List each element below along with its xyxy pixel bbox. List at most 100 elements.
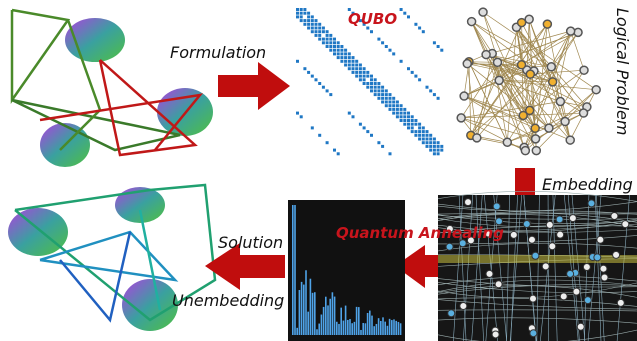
matrix-cell bbox=[436, 45, 440, 48]
qubit bbox=[522, 220, 531, 229]
qubit bbox=[484, 229, 493, 238]
matrix-cell bbox=[318, 33, 322, 37]
node bbox=[456, 113, 466, 123]
histogram-bar bbox=[360, 329, 362, 335]
node bbox=[547, 77, 558, 87]
histogram-bar bbox=[353, 321, 356, 335]
edge bbox=[497, 32, 579, 63]
matrix-cell bbox=[407, 15, 410, 19]
matrix-cell bbox=[355, 74, 359, 78]
histogram-bar bbox=[349, 319, 351, 335]
matrix-cell bbox=[392, 52, 396, 56]
matrix-cell bbox=[399, 111, 403, 115]
matrix-cell bbox=[373, 89, 377, 93]
edge bbox=[467, 63, 552, 68]
matrix-cell bbox=[388, 152, 392, 156]
matrix-cell bbox=[436, 144, 440, 148]
matrix-cell bbox=[377, 96, 381, 100]
edge bbox=[463, 95, 536, 129]
matrix-cell bbox=[310, 15, 314, 19]
matrix-cell bbox=[355, 59, 359, 63]
histogram-bar bbox=[298, 289, 301, 335]
matrix-cell bbox=[358, 78, 362, 82]
matrix-cell bbox=[336, 48, 340, 52]
histogram-bar bbox=[344, 305, 347, 335]
coupler bbox=[437, 214, 637, 228]
matrix-cell bbox=[403, 119, 407, 122]
matrix-cell bbox=[366, 82, 370, 85]
node bbox=[524, 14, 534, 25]
matrix-cell bbox=[395, 104, 399, 108]
node bbox=[531, 145, 542, 156]
matrix-cell bbox=[358, 74, 362, 78]
histogram-bar bbox=[399, 323, 402, 335]
matrix-cell bbox=[296, 15, 299, 19]
matrix-cell bbox=[370, 30, 373, 34]
matrix-cell bbox=[384, 104, 388, 108]
matrix-cell bbox=[407, 119, 410, 122]
histogram-bar bbox=[393, 319, 395, 335]
matrix-cell bbox=[351, 11, 355, 15]
matrix-cell bbox=[333, 148, 336, 152]
matrix-cell bbox=[340, 59, 344, 63]
matrix-cell bbox=[296, 8, 299, 11]
edge bbox=[521, 22, 553, 82]
edge bbox=[468, 61, 498, 63]
matrix-cell bbox=[436, 152, 440, 156]
matrix-cell bbox=[303, 67, 307, 71]
edge bbox=[548, 70, 585, 129]
label: Embedding bbox=[542, 175, 633, 194]
matrix-cell bbox=[410, 119, 414, 122]
matrix-cell bbox=[377, 93, 381, 97]
matrix-cell bbox=[407, 122, 410, 126]
node bbox=[466, 16, 477, 27]
edge bbox=[526, 69, 550, 129]
matrix-cell bbox=[333, 48, 336, 52]
matrix-cell bbox=[429, 144, 433, 148]
edge bbox=[461, 117, 526, 151]
matrix-cell bbox=[388, 100, 392, 104]
matrix-cell bbox=[421, 141, 425, 145]
matrix-cell bbox=[307, 22, 311, 26]
matrix-cell bbox=[392, 104, 396, 108]
matrix-cell bbox=[421, 130, 425, 134]
matrix-cell bbox=[414, 133, 418, 137]
matrix-cell bbox=[325, 30, 329, 34]
edge bbox=[467, 63, 550, 129]
matrix-cell bbox=[310, 26, 314, 30]
matrix-cell bbox=[366, 70, 370, 74]
label: Logical Problem bbox=[613, 8, 632, 135]
matrix-cell bbox=[395, 100, 399, 104]
matrix-cell bbox=[344, 59, 348, 63]
node bbox=[591, 84, 601, 95]
matrix-cell bbox=[381, 41, 385, 45]
matrix-cell bbox=[418, 137, 422, 141]
qubit bbox=[548, 242, 557, 251]
histogram-bar bbox=[386, 325, 389, 335]
node bbox=[459, 91, 469, 101]
arrow-left bbox=[205, 243, 285, 290]
matrix-cell bbox=[418, 78, 422, 82]
matrix-cell bbox=[358, 63, 362, 67]
node bbox=[478, 7, 488, 17]
coupler bbox=[458, 194, 467, 341]
matrix-cell bbox=[373, 85, 377, 89]
matrix-cell bbox=[440, 48, 444, 52]
matrix-cell bbox=[366, 74, 370, 78]
matrix-cell bbox=[347, 8, 351, 11]
matrix-cell bbox=[388, 96, 392, 100]
matrix-cell bbox=[333, 41, 336, 45]
histogram-bar bbox=[338, 323, 340, 335]
matrix-cell bbox=[336, 152, 340, 156]
matrix-cell bbox=[347, 52, 351, 56]
histogram-bar bbox=[325, 296, 327, 335]
qubit bbox=[556, 230, 565, 239]
matrix-cell bbox=[362, 126, 366, 130]
qubit bbox=[566, 269, 575, 278]
label: QUBO bbox=[348, 10, 397, 28]
edge bbox=[491, 53, 571, 141]
qubit bbox=[509, 230, 518, 239]
matrix-cell bbox=[314, 78, 318, 82]
matrix-cell bbox=[370, 74, 373, 78]
